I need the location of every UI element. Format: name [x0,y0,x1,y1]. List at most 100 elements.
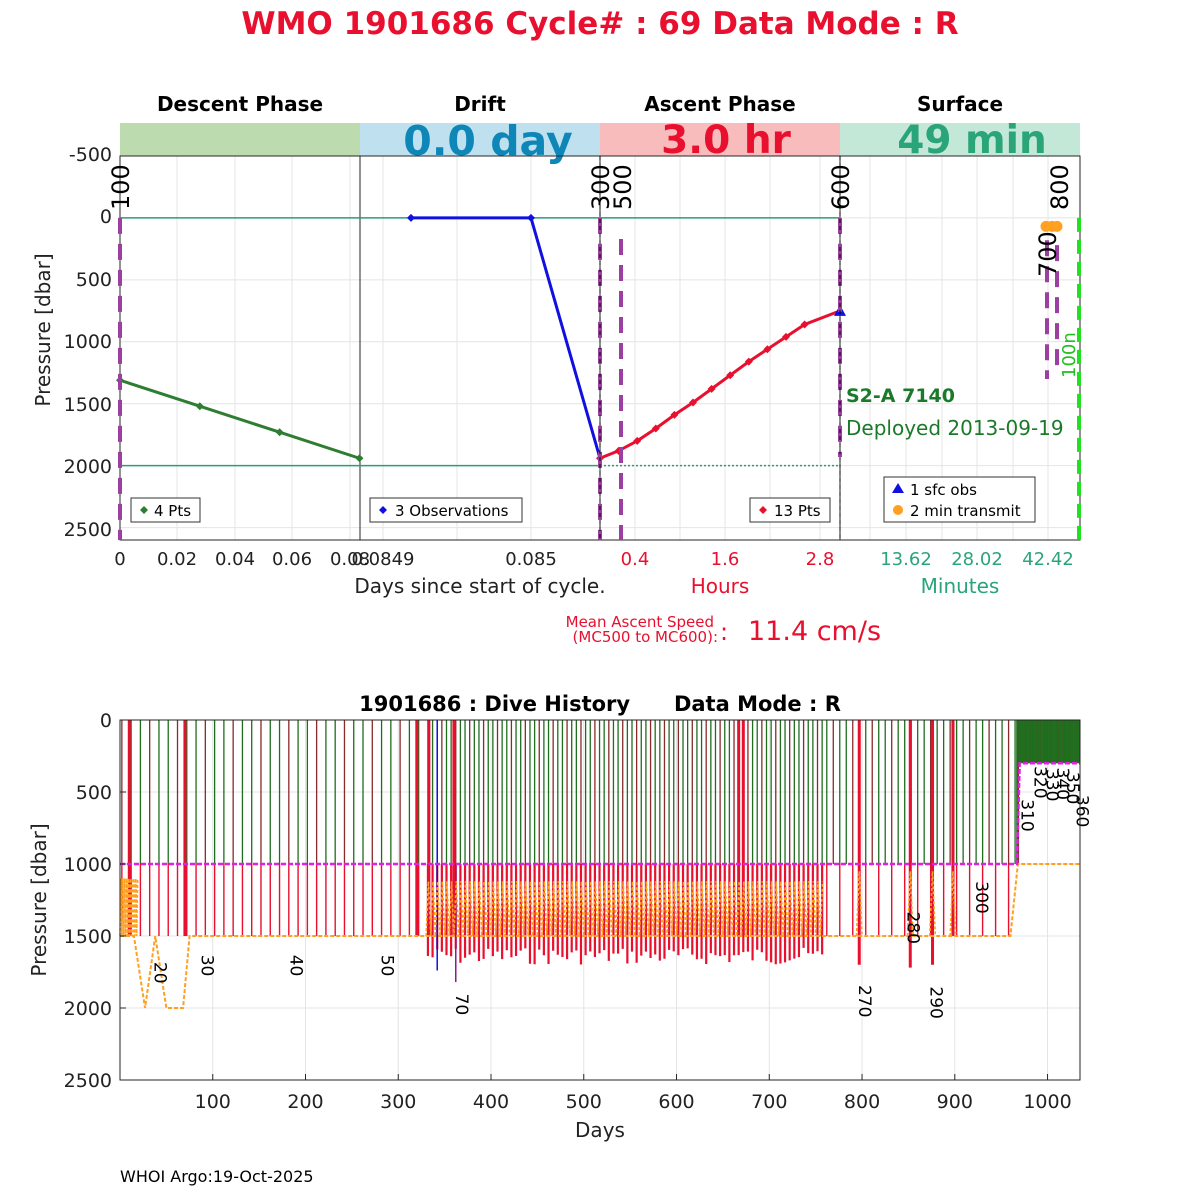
legend-marker-diamond-icon [379,506,387,514]
ascent-point [782,332,790,341]
drift-line [411,216,602,459]
x-tick-label: 200 [287,1091,323,1113]
x-tick-label: 600 [658,1091,694,1113]
y-tick-label: 2000 [64,456,112,478]
y-tick-label: 1000 [64,331,112,353]
x-tick-label: 400 [473,1091,509,1113]
float-deployed: Deployed 2013-09-19 [846,416,1064,440]
legend-marker-diamond-icon [759,506,767,514]
x-tick-label: 0.0849 [352,549,415,570]
dive-history-title: 1901686 : Dive History Data Mode : R [359,692,841,716]
ascent-point [763,345,772,354]
x-tick-label: 13.62 [880,549,932,570]
profile-pressure-zigzag [425,881,824,937]
legend-marker-diamond-icon [140,506,148,514]
mean-ascent-label-2: (MC500 to MC600): [573,628,718,646]
x-tick-label: 1.6 [711,549,740,570]
legend-marker-circle-icon [893,505,903,515]
mc-label-100: 100 [107,164,135,210]
profile-pressure-line [120,863,1080,1009]
legend-drift: 3 Observations [369,497,523,523]
dive-history-frame [119,719,1081,1081]
footer-credit: WHOI Argo:19-Oct-2025 [120,1167,314,1186]
ascent-point [633,436,642,445]
legend-label: 3 Observations [395,502,509,520]
x-tick-label: 0.4 [621,549,650,570]
cycle-y-axis-label: Pressure [dbar] [31,253,55,406]
phase-band-descent [120,123,360,156]
legend-label: 4 Pts [154,502,191,520]
mc-label-500: 500 [609,164,637,210]
cycle-number-label: 340 [1052,768,1072,800]
y-tick-label: 1500 [64,394,112,416]
phase-band-ascent [600,123,840,156]
x-tick-label: 42.42 [1022,549,1074,570]
profile-pressure-zigzag [855,871,863,937]
mc-label-800: 800 [1046,164,1074,210]
ascent-point [800,320,809,329]
mc-label-600: 600 [827,164,855,210]
cycle-number-label: 310 [1017,799,1037,831]
cycle-number-label: 320 [1030,766,1050,798]
profile-pressure-zigzag [906,871,914,937]
legend-descent: 4 Pts [130,497,201,523]
cycle-number-label: 360 [1071,795,1091,827]
surface-x-ticks: 13.62 28.02 42.42 [880,549,1074,570]
ascent-x-ticks: 0.4 1.6 2.8 [621,549,835,570]
x-tick-label: 0 [114,549,125,570]
profile-block [1016,720,1080,764]
cycle-number-label: 350 [1062,772,1082,804]
phase-band-drift [360,123,600,156]
mean-ascent-colon: : [720,618,728,646]
phase-band-surface [840,123,1080,156]
dive-history-axes: 100 200 300 400 500 600 700 800 900 1000 0 500 1000 1… [64,710,1081,1113]
cycle-number-label: 330 [1042,769,1062,801]
cycle-panel: Descent Phase Drift Ascent Phase Surface… [31,92,1081,647]
page-title: WMO 1901686 Cycle# : 69 Data Mode : R [241,6,958,42]
x-tick-label: 300 [380,1091,416,1113]
ascent-point [726,371,735,380]
cycle-number-label: 40 [286,955,306,977]
y-tick-label: 0 [100,710,112,732]
drift-point [527,213,535,222]
drift-x-ticks: 0.0849 0.085 [352,549,557,570]
drift-point [407,213,415,222]
x-tick-label: 0.02 [157,549,197,570]
profile-pressure-zigzag [928,871,937,937]
transmit-point [1051,220,1063,232]
phase-title-ascent: Ascent Phase [644,92,795,116]
legend-marker-triangle-icon [892,483,904,493]
ascent-point [689,398,697,407]
x-tick-label: 500 [566,1091,602,1113]
legend-ascent: 13 Pts [749,497,831,523]
y-tick-label: 1500 [64,926,112,948]
x-tick-label: 100 [195,1091,231,1113]
phase-title-drift: Drift [454,92,506,116]
phase-value-drift: 0.0 day [403,117,572,165]
x-tick-label: 2.8 [806,549,835,570]
y-tick-label: 0 [100,206,112,228]
mc-label-300: 300 [587,164,615,210]
float-model: S2-A 7140 [846,385,955,407]
dive-history-x-axis-label: Days [575,1118,625,1142]
ascent-point [744,357,753,366]
cycle-number-label: 30 [197,955,217,977]
x-axis-label-minutes: Minutes [921,574,1000,598]
dive-history-panel: 1901686 : Dive History Data Mode : R 20 3… [27,692,1091,1142]
x-tick-label: 0.06 [272,549,312,570]
y-tick-label: 2000 [64,998,112,1020]
y-tick-label: 2500 [64,519,112,541]
ascent-point [651,424,660,433]
cycle-number-label: 290 [926,986,946,1018]
y-tick-label: 500 [76,269,112,291]
cycle-number-label: 20 [149,962,169,984]
legend-label: 2 min transmit [910,502,1021,520]
descent-point [355,454,364,463]
ascent-line [599,309,841,460]
dive-history-data [119,720,1081,1009]
x-tick-label: 0.08 [330,549,370,570]
x-tick-label: 800 [844,1091,880,1113]
phase-title-surface: Surface [917,92,1003,116]
cycle-number-label: 270 [854,985,874,1017]
